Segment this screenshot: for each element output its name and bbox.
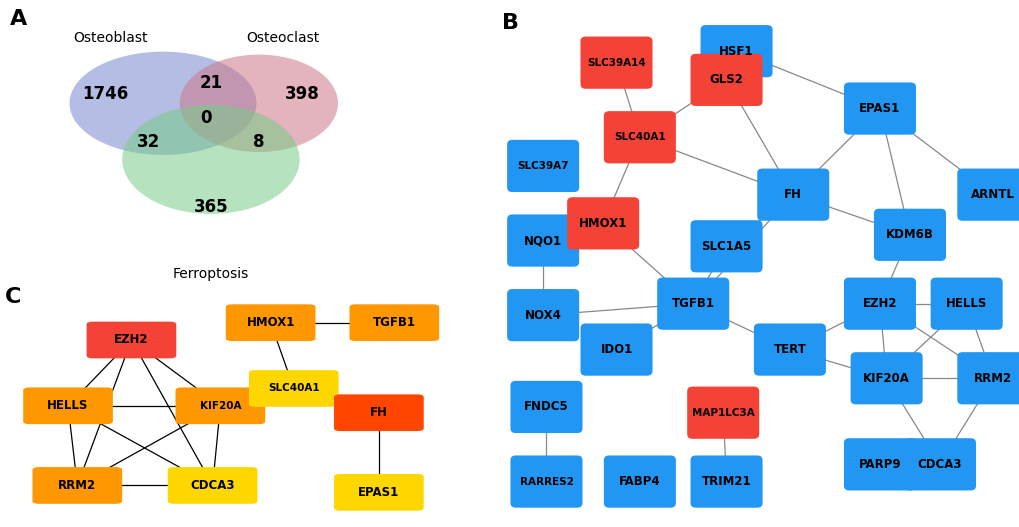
Text: SLC40A1: SLC40A1 xyxy=(268,384,319,394)
Text: SLC39A14: SLC39A14 xyxy=(587,57,645,67)
FancyBboxPatch shape xyxy=(580,324,652,376)
FancyBboxPatch shape xyxy=(687,387,758,439)
Text: Osteoclast: Osteoclast xyxy=(246,32,319,45)
Text: 1746: 1746 xyxy=(83,85,128,103)
FancyBboxPatch shape xyxy=(506,289,579,341)
Text: SLC1A5: SLC1A5 xyxy=(701,240,751,253)
FancyBboxPatch shape xyxy=(603,455,676,508)
Text: CDCA3: CDCA3 xyxy=(191,479,234,492)
Text: SLC39A7: SLC39A7 xyxy=(517,161,569,171)
Text: HMOX1: HMOX1 xyxy=(579,217,627,230)
Text: EPAS1: EPAS1 xyxy=(358,486,399,499)
Text: RRM2: RRM2 xyxy=(58,479,96,492)
Ellipse shape xyxy=(122,105,300,214)
Text: A: A xyxy=(9,9,26,29)
FancyBboxPatch shape xyxy=(580,36,652,89)
Text: NOX4: NOX4 xyxy=(524,309,561,321)
Text: TRIM21: TRIM21 xyxy=(701,475,751,488)
FancyBboxPatch shape xyxy=(333,474,423,511)
Text: KIF20A: KIF20A xyxy=(200,401,240,411)
FancyBboxPatch shape xyxy=(700,25,771,77)
Text: ARNTL: ARNTL xyxy=(970,188,1014,201)
FancyBboxPatch shape xyxy=(690,54,762,106)
FancyBboxPatch shape xyxy=(168,467,257,504)
FancyBboxPatch shape xyxy=(656,278,729,330)
FancyBboxPatch shape xyxy=(510,455,582,508)
Text: SLC40A1: SLC40A1 xyxy=(613,132,665,142)
Text: HSF1: HSF1 xyxy=(718,45,753,57)
Text: FH: FH xyxy=(784,188,801,201)
FancyBboxPatch shape xyxy=(957,169,1019,221)
FancyBboxPatch shape xyxy=(690,455,762,508)
FancyBboxPatch shape xyxy=(506,214,579,267)
FancyBboxPatch shape xyxy=(756,169,828,221)
Text: 8: 8 xyxy=(253,133,264,151)
Text: RARRES2: RARRES2 xyxy=(519,476,573,486)
Text: IDO1: IDO1 xyxy=(600,343,632,356)
FancyBboxPatch shape xyxy=(843,438,915,491)
Text: PARP9: PARP9 xyxy=(858,458,901,471)
Ellipse shape xyxy=(179,55,337,152)
Text: 0: 0 xyxy=(200,109,212,127)
Text: TERT: TERT xyxy=(772,343,806,356)
FancyBboxPatch shape xyxy=(850,352,922,404)
Text: C: C xyxy=(5,287,21,307)
FancyBboxPatch shape xyxy=(957,352,1019,404)
Text: Ferroptosis: Ferroptosis xyxy=(172,268,249,281)
FancyBboxPatch shape xyxy=(33,467,122,504)
FancyBboxPatch shape xyxy=(249,370,338,407)
Text: EPAS1: EPAS1 xyxy=(858,102,900,115)
Text: KIF20A: KIF20A xyxy=(862,372,909,385)
Text: CDCA3: CDCA3 xyxy=(917,458,961,471)
Text: 32: 32 xyxy=(137,133,160,151)
FancyBboxPatch shape xyxy=(350,304,439,341)
Text: 365: 365 xyxy=(194,198,228,216)
Text: HMOX1: HMOX1 xyxy=(247,316,294,329)
Text: GLS2: GLS2 xyxy=(709,73,743,86)
Text: Osteoblast: Osteoblast xyxy=(73,32,148,45)
Text: FABP4: FABP4 xyxy=(619,475,660,488)
FancyBboxPatch shape xyxy=(23,387,113,424)
Text: HELLS: HELLS xyxy=(47,399,89,412)
FancyBboxPatch shape xyxy=(843,278,915,330)
FancyBboxPatch shape xyxy=(510,381,582,433)
Text: NQO1: NQO1 xyxy=(524,234,561,247)
FancyBboxPatch shape xyxy=(175,387,265,424)
FancyBboxPatch shape xyxy=(87,321,176,358)
Text: B: B xyxy=(502,13,519,33)
Ellipse shape xyxy=(69,52,256,155)
Text: MAP1LC3A: MAP1LC3A xyxy=(691,408,754,418)
Text: HELLS: HELLS xyxy=(945,297,986,310)
FancyBboxPatch shape xyxy=(603,111,676,163)
FancyBboxPatch shape xyxy=(843,82,915,135)
FancyBboxPatch shape xyxy=(506,140,579,192)
FancyBboxPatch shape xyxy=(929,278,1002,330)
Text: TGFB1: TGFB1 xyxy=(373,316,416,329)
Text: FNDC5: FNDC5 xyxy=(524,401,569,414)
FancyBboxPatch shape xyxy=(753,324,825,376)
Text: 21: 21 xyxy=(199,74,222,92)
Text: KDM6B: KDM6B xyxy=(886,228,933,241)
FancyBboxPatch shape xyxy=(903,438,975,491)
FancyBboxPatch shape xyxy=(873,209,945,261)
Text: EZH2: EZH2 xyxy=(114,334,149,346)
Text: RRM2: RRM2 xyxy=(973,372,1012,385)
Text: FH: FH xyxy=(370,406,387,419)
Text: 398: 398 xyxy=(284,85,319,103)
FancyBboxPatch shape xyxy=(333,394,423,431)
Text: TGFB1: TGFB1 xyxy=(672,297,714,310)
FancyBboxPatch shape xyxy=(690,220,762,272)
FancyBboxPatch shape xyxy=(567,197,639,249)
Text: EZH2: EZH2 xyxy=(862,297,897,310)
FancyBboxPatch shape xyxy=(225,304,315,341)
